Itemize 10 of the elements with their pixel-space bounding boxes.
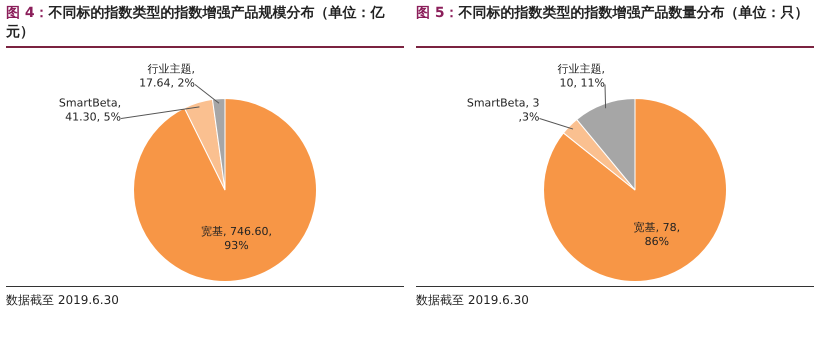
slice-label: SmartBeta, 3 ,3% <box>466 96 540 124</box>
chart-title: 图 4：不同标的指数类型的指数增强产品规模分布（单位：亿元） <box>6 4 404 48</box>
text: 数据截至 2019.6.30 <box>416 292 530 309</box>
slice-label: 行业主题, 10, 11% <box>558 62 605 90</box>
slice-label: 行业主题, 17.64, 2% <box>139 62 195 90</box>
slice-label: 宽基, 78, 86% <box>634 221 680 248</box>
slice-label: 宽基, 746.60, 93% <box>200 224 272 252</box>
text: 数据截至 2019.6.30 <box>6 292 120 309</box>
slice-label: SmartBeta, 41.30, 5% <box>58 96 122 124</box>
chart-title: 图 5：不同标的指数类型的指数增强产品数量分布（单位：只） <box>416 4 814 48</box>
